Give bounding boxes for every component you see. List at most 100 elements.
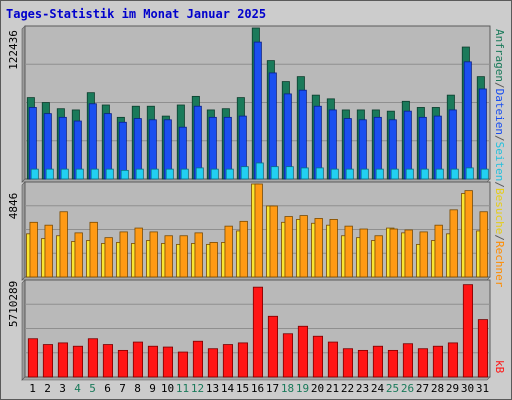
right-legend-upper: Anfragen/Dateien/Seiten/Besuche/Rechner [493,29,506,288]
bar-seiten [420,168,429,180]
legend-entry: / [493,82,506,89]
bar-kb [162,346,174,378]
bar-rechner [479,211,488,278]
bar-seiten [360,168,369,180]
x-tick-label: 11 [176,382,189,395]
legend-entry: / [493,181,506,188]
x-tick-label: 27 [416,382,429,395]
x-tick-label: 29 [446,382,459,395]
bar-kb [222,344,234,378]
bar-rechner [254,183,263,278]
bar-seiten [180,168,189,180]
bar-rechner [359,228,368,278]
legend-entry: kB [493,360,506,374]
chart-title: Tages-Statistik im Monat Januar 2025 [6,7,267,21]
bar-seiten [450,168,459,180]
bar-dateien [478,88,487,180]
bar-rechner [104,237,113,278]
bar-kb [87,338,99,378]
x-tick-label: 14 [221,382,235,395]
bar-seiten [465,167,474,180]
bar-seiten [330,168,339,180]
bar-seiten [270,166,279,180]
bar-kb [192,340,204,378]
x-tick-label: 23 [356,382,369,395]
bar-rechner [284,216,293,278]
bar-seiten [390,168,399,180]
x-tick-label: 18 [281,382,294,395]
x-tick-label: 17 [266,382,279,395]
bar-seiten [405,168,414,180]
bar-seiten [75,168,84,180]
bar-kb [372,345,383,378]
panel-max-label: 5710289 [7,281,20,327]
bar-kb [432,345,443,378]
bar-rechner [134,227,143,278]
bar-rechner [119,231,128,278]
bar-rechner [89,221,98,278]
bar-kb [342,348,353,378]
bar-kb [42,344,53,378]
x-tick-label: 13 [206,382,219,395]
bar-rechner [314,218,323,278]
bar-seiten [135,168,144,180]
bar-dateien [298,89,307,180]
bar-kb [297,325,308,378]
bar-rechner [434,224,443,278]
x-tick-label: 9 [149,382,156,395]
bar-kb [477,319,488,378]
right-legend-lower: kB [493,360,506,374]
bar-seiten [300,167,309,180]
x-tick-label: 8 [134,382,141,395]
bar-seiten [90,168,99,180]
legend-entry: / [493,135,506,142]
bar-kb [117,349,129,378]
bar-rechner [209,242,218,278]
bar-seiten [165,168,174,180]
bar-rechner [29,221,38,278]
bar-seiten [195,167,204,180]
bar-kb [417,348,428,378]
legend-entry: Rechner [493,241,506,288]
bar-kb [207,348,219,378]
bar-seiten [120,169,129,180]
x-tick-label: 26 [401,382,414,395]
x-tick-label: 5 [89,382,96,395]
bar-dateien [253,41,262,180]
bar-seiten [60,168,69,180]
legend-entry: / [493,234,506,241]
legend-entry: Seiten [493,142,506,182]
x-tick-label: 21 [326,382,339,395]
bar-dateien [28,107,37,180]
bar-seiten [45,168,54,180]
bar-rechner [389,228,398,278]
legend-entry: Dateien [493,89,506,135]
bar-rechner [239,220,248,278]
panel-max-label: 4846 [7,193,20,220]
bar-kb [447,342,458,378]
bar-rechner [329,219,338,278]
bar-seiten [480,168,489,180]
x-tick-label: 16 [251,382,264,395]
bar-seiten [435,168,444,180]
x-tick-label: 4 [74,382,81,395]
x-tick-label: 1 [29,382,36,395]
x-tick-label: 12 [191,382,204,395]
bar-kb [402,343,413,378]
bar-kb [267,315,278,378]
x-tick-label: 22 [341,382,354,395]
bar-rechner [59,211,68,278]
bar-rechner [299,215,308,278]
bar-rechner [194,232,203,278]
bar-kb [252,286,264,378]
bar-seiten [315,167,324,180]
x-tick-label: 20 [311,382,324,395]
bar-dateien [88,103,97,180]
panel-max-label: 122436 [7,30,20,70]
bar-seiten [285,166,294,180]
bar-kb [132,341,144,378]
x-tick-label: 15 [236,382,249,395]
bar-dateien [328,109,337,180]
x-tick-label: 24 [371,382,385,395]
bar-kb [312,335,323,378]
